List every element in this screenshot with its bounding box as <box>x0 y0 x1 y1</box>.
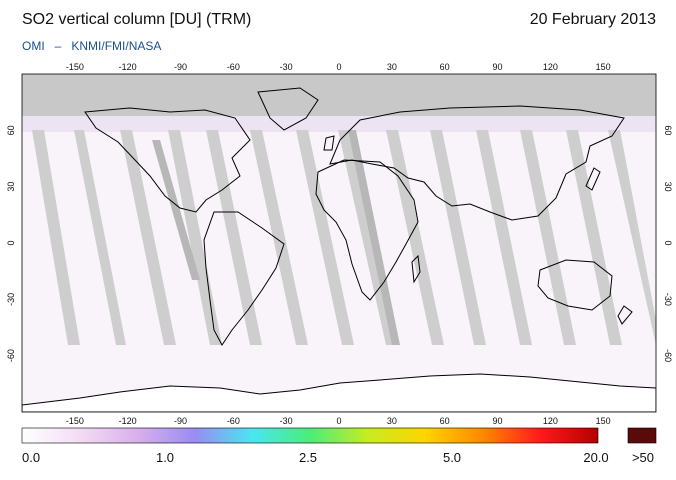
date-label: 20 February 2013 <box>529 11 656 28</box>
lat-tick-right-4: -60 <box>663 349 673 362</box>
lon-tick-bottom-10: 150 <box>596 416 611 426</box>
longitude-ticks-top: -150 -120 -90 -60 -30 0 30 60 90 120 150 <box>66 62 611 72</box>
colorbar-overflow-label: >50 <box>631 450 655 465</box>
colorbar-label-1: 1.0 <box>155 450 175 465</box>
lon-tick-top-6: 30 <box>387 62 397 72</box>
map-frame <box>21 73 657 413</box>
map-title: SO2 vertical column [DU] (TRM) <box>22 11 252 28</box>
lon-tick-bottom-6: 30 <box>387 416 397 426</box>
colorbar-label-3: 5.0 <box>442 450 462 465</box>
lon-tick-top-9: 120 <box>543 62 558 72</box>
lon-tick-top-10: 150 <box>596 62 611 72</box>
africa-outline <box>315 159 419 301</box>
lat-tick-right-0: 60 <box>663 125 673 135</box>
lon-tick-top-1: -120 <box>119 62 137 72</box>
madagascar-outline <box>411 254 421 284</box>
lon-tick-bottom-4: -30 <box>280 416 293 426</box>
australia-outline <box>537 259 613 311</box>
colorbar-gradient <box>21 427 599 444</box>
lat-tick-left-2: 0 <box>6 240 16 245</box>
lon-tick-top-8: 90 <box>492 62 502 72</box>
polar-no-data-region <box>22 74 656 121</box>
lon-tick-bottom-1: -120 <box>119 416 137 426</box>
colorbar-overflow-swatch <box>627 427 657 444</box>
lon-tick-bottom-3: -60 <box>227 416 240 426</box>
lon-tick-top-2: -90 <box>174 62 187 72</box>
longitude-ticks-bottom: -150 -120 -90 -60 -30 0 30 60 90 120 150 <box>66 416 611 426</box>
lat-tick-left-4: -60 <box>6 349 16 362</box>
lat-tick-left-1: 30 <box>6 182 16 192</box>
lon-tick-top-0: -150 <box>66 62 84 72</box>
latitude-ticks-left: 60 30 0 -30 -60 <box>6 125 16 362</box>
lon-tick-top-5: 0 <box>336 62 341 72</box>
colorbar-label-2: 2.5 <box>298 450 318 465</box>
credit-line: OMI – KNMI/FMI/NASA <box>22 39 161 53</box>
lat-tick-right-1: 30 <box>663 182 673 192</box>
antarctica-landmass <box>22 373 656 412</box>
lon-tick-bottom-0: -150 <box>66 416 84 426</box>
colorbar-label-4: 20.0 <box>583 450 609 465</box>
uk-outline <box>323 135 335 151</box>
credit-institutions: KNMI/FMI/NASA <box>71 39 162 53</box>
credit-instrument: OMI <box>22 39 45 53</box>
noise-band <box>22 116 656 132</box>
north-america-outline <box>84 107 251 213</box>
lat-tick-right-3: -30 <box>663 293 673 306</box>
colorbar-label-0: 0.0 <box>22 450 41 465</box>
lat-tick-right-2: 0 <box>663 240 673 245</box>
lon-tick-top-4: -30 <box>280 62 293 72</box>
latitude-ticks-right: 60 30 0 -30 -60 <box>663 125 673 362</box>
japan-outline <box>585 167 601 191</box>
lon-tick-bottom-2: -90 <box>174 416 187 426</box>
continent-outlines <box>84 87 633 346</box>
lon-tick-top-7: 60 <box>440 62 450 72</box>
credit-dash: – <box>54 39 62 53</box>
lat-tick-left-0: 60 <box>6 125 16 135</box>
eurasia-outline <box>329 105 625 221</box>
lon-tick-bottom-9: 120 <box>543 416 558 426</box>
lat-tick-left-3: -30 <box>6 293 16 306</box>
lon-tick-bottom-8: 90 <box>492 416 502 426</box>
lon-tick-top-3: -60 <box>227 62 240 72</box>
lon-tick-bottom-7: 60 <box>440 416 450 426</box>
greenland-outline <box>257 87 319 131</box>
south-america-outline <box>203 211 285 346</box>
lon-tick-bottom-5: 0 <box>336 416 341 426</box>
new-zealand-outline <box>617 305 633 325</box>
